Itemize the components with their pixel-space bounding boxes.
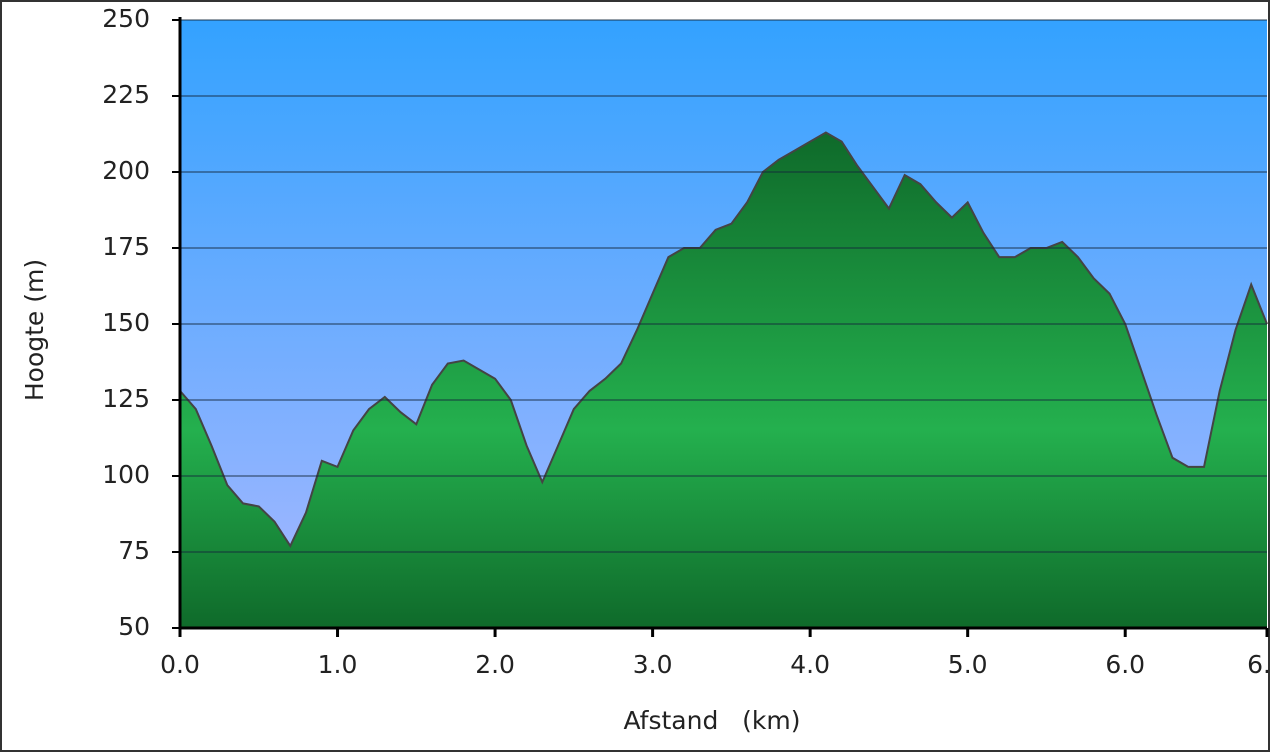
x-tick-label: 6.0 [1105, 650, 1145, 679]
y-tick-label: 100 [102, 460, 150, 489]
elevation-line [179, 131, 1268, 548]
y-tick-label: 200 [102, 156, 150, 185]
x-axis-label: Afstand (km) [623, 706, 800, 735]
y-tick-label: 250 [102, 4, 150, 33]
x-tick-label: 5.0 [948, 650, 988, 679]
y-tick-label: 125 [102, 384, 150, 413]
y-tick-label: 75 [118, 536, 150, 565]
elevation-area [180, 132, 1267, 628]
y-axis-label: Hoogte (m) [20, 259, 49, 401]
x-tick-label: 2.0 [475, 650, 515, 679]
y-tick-label: 150 [102, 308, 150, 337]
x-tick-label: 3.0 [633, 650, 673, 679]
y-tick-label: 50 [118, 612, 150, 641]
y-tick-label: 175 [102, 232, 150, 261]
x-tick-label: 1.0 [318, 650, 358, 679]
y-tick-label: 225 [102, 80, 150, 109]
x-tick-label: 0.0 [160, 650, 200, 679]
x-tick-label: 4.0 [790, 650, 830, 679]
x-tick-label: 6.9 [1247, 650, 1270, 679]
